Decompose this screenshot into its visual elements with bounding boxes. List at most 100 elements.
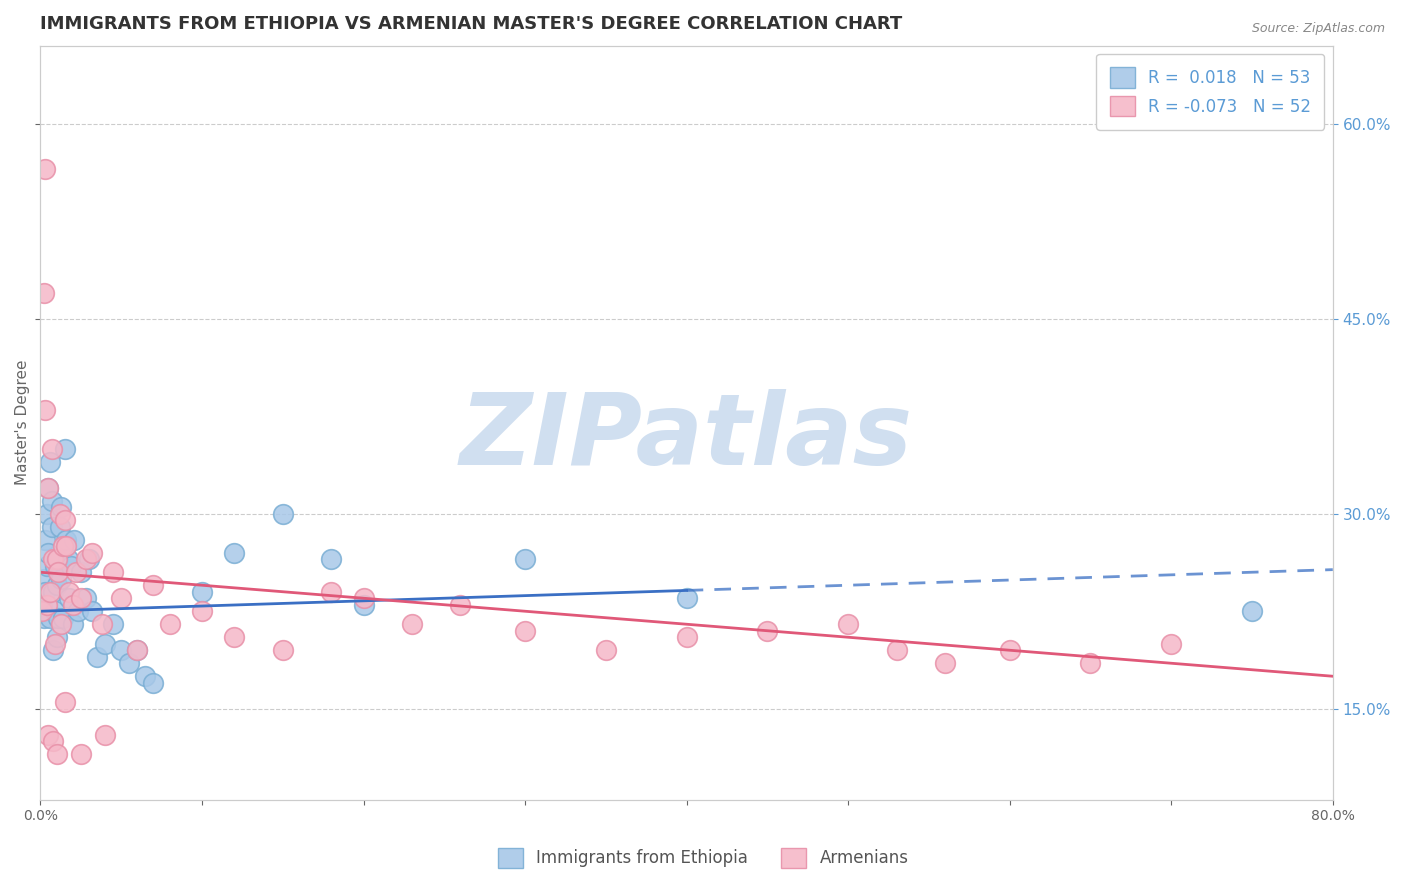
Text: Source: ZipAtlas.com: Source: ZipAtlas.com [1251, 22, 1385, 36]
Point [41, 442, 63, 456]
Point [127, 643, 149, 657]
Legend: Immigrants from Ethiopia, Armenians: Immigrants from Ethiopia, Armenians [491, 841, 915, 875]
Point [82, 604, 104, 618]
Point [39, 584, 62, 599]
Point [49, 519, 72, 533]
Point [69, 747, 91, 762]
Point [513, 552, 536, 566]
Point [58, 591, 80, 606]
Point [32, 572, 55, 586]
Point [31, 598, 53, 612]
Point [110, 643, 132, 657]
Point [58, 584, 80, 599]
Point [53, 695, 76, 709]
Point [55, 539, 77, 553]
Text: IMMIGRANTS FROM ETHIOPIA VS ARMENIAN MASTER'S DEGREE CORRELATION CHART: IMMIGRANTS FROM ETHIOPIA VS ARMENIAN MAS… [41, 15, 903, 33]
Point [75, 591, 97, 606]
Point [1080, 657, 1102, 671]
Point [32, 611, 55, 625]
Point [37, 481, 59, 495]
Point [127, 643, 149, 657]
Point [37, 728, 59, 742]
Point [271, 643, 294, 657]
Point [49, 507, 72, 521]
Point [82, 546, 104, 560]
Point [90, 617, 112, 632]
Point [595, 643, 617, 657]
Point [53, 442, 76, 456]
Point [94, 728, 117, 742]
Point [42, 643, 65, 657]
Point [39, 611, 62, 625]
Point [998, 643, 1021, 657]
Point [46, 566, 69, 580]
Point [271, 507, 294, 521]
Point [52, 539, 75, 553]
Point [42, 584, 65, 599]
Point [75, 552, 97, 566]
Point [159, 617, 181, 632]
Point [224, 630, 246, 644]
Point [142, 578, 165, 592]
Point [44, 604, 66, 618]
Point [41, 519, 63, 533]
Point [513, 624, 536, 638]
Point [42, 552, 65, 566]
Point [1160, 637, 1182, 651]
Text: ZIPatlas: ZIPatlas [460, 389, 912, 486]
Point [886, 643, 908, 657]
Point [31, 604, 53, 618]
Point [56, 552, 79, 566]
Point [35, 558, 58, 573]
Point [37, 546, 59, 560]
Point [101, 617, 124, 632]
Point [449, 598, 471, 612]
Point [35, 507, 58, 521]
Point [45, 747, 67, 762]
Point [69, 591, 91, 606]
Point [46, 611, 69, 625]
Point [60, 558, 83, 573]
Point [44, 637, 66, 651]
Point [1240, 604, 1263, 618]
Point [52, 611, 75, 625]
Point [51, 617, 73, 632]
Y-axis label: Master's Degree: Master's Degree [15, 360, 30, 485]
Point [46, 552, 69, 566]
Point [45, 552, 67, 566]
Point [63, 533, 86, 547]
Point [44, 558, 66, 573]
Point [51, 572, 73, 586]
Point [32, 285, 55, 300]
Point [675, 630, 697, 644]
Point [756, 624, 779, 638]
Point [55, 533, 77, 547]
Point [110, 591, 132, 606]
Point [134, 669, 156, 683]
Point [41, 493, 63, 508]
Point [401, 617, 423, 632]
Point [34, 162, 56, 177]
Point [321, 584, 343, 599]
Point [191, 604, 214, 618]
Point [34, 584, 56, 599]
Point [101, 566, 124, 580]
Point [62, 598, 84, 612]
Point [37, 481, 59, 495]
Point [42, 734, 65, 748]
Point [34, 533, 56, 547]
Point [118, 657, 141, 671]
Point [45, 630, 67, 644]
Point [837, 617, 859, 632]
Point [321, 552, 343, 566]
Point [51, 500, 73, 515]
Point [53, 513, 76, 527]
Point [86, 649, 108, 664]
Point [35, 598, 58, 612]
Point [65, 566, 87, 580]
Point [353, 591, 375, 606]
Point [62, 617, 84, 632]
Point [45, 578, 67, 592]
Point [191, 584, 214, 599]
Point [34, 402, 56, 417]
